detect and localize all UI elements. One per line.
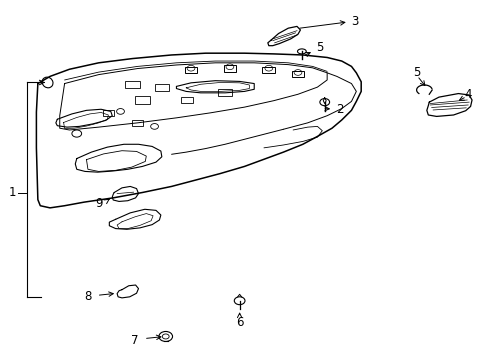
Bar <box>217 89 232 96</box>
Text: 4: 4 <box>464 88 471 101</box>
Bar <box>125 81 140 88</box>
Bar <box>131 120 143 126</box>
Text: 2: 2 <box>324 103 343 116</box>
Bar <box>102 111 114 116</box>
Text: 9: 9 <box>95 197 102 210</box>
Bar <box>135 96 149 104</box>
Text: 8: 8 <box>84 289 91 303</box>
Bar <box>291 71 304 77</box>
Bar <box>184 67 197 73</box>
Text: 5: 5 <box>412 66 420 79</box>
Text: 1: 1 <box>8 186 16 199</box>
Text: 5: 5 <box>305 41 323 57</box>
Bar <box>223 65 236 72</box>
Bar <box>154 84 169 91</box>
Text: 6: 6 <box>235 316 243 329</box>
Text: 7: 7 <box>131 334 139 347</box>
Bar <box>181 97 193 103</box>
Text: 3: 3 <box>299 14 358 28</box>
Bar <box>262 67 275 73</box>
